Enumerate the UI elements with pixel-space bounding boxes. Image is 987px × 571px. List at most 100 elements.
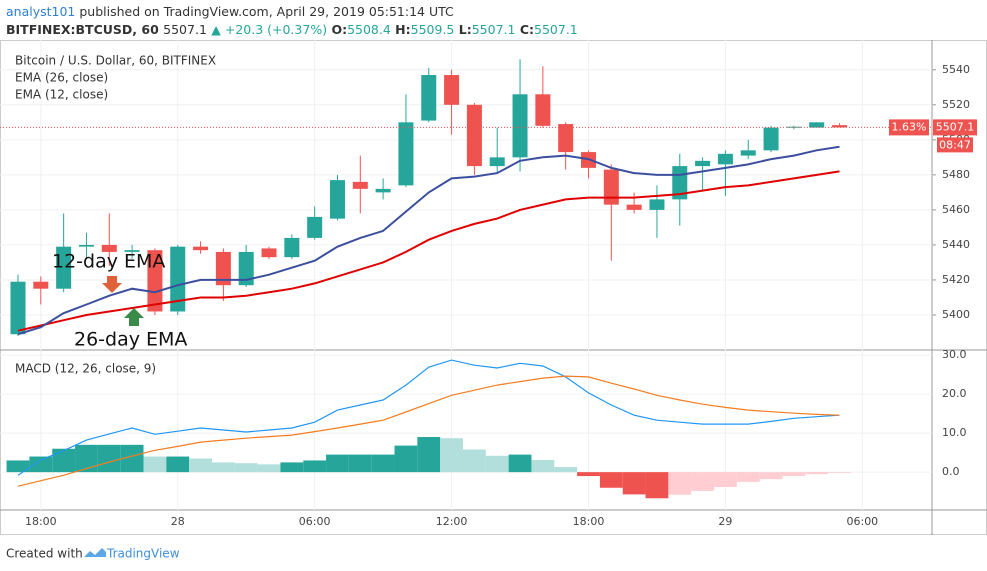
histogram-bar [691,472,715,491]
ohlc-label: L: [459,22,472,37]
timer-tag: 08:47 [939,138,971,151]
histogram-bar [782,472,806,477]
candle-body [717,153,733,165]
histogram-bar [280,462,304,473]
candle-body [398,122,414,186]
candle-body [695,160,711,167]
candle-body [603,169,619,205]
x-tick-label: 06:00 [846,515,878,528]
candle-body [215,251,231,286]
y-tick-label: 5400 [942,308,970,321]
candle-body [33,281,49,289]
candle-body [649,199,665,210]
x-tick-label: 29 [718,515,732,528]
ohlc-value: 5509.5 [411,22,455,37]
histogram-bar [828,472,851,473]
histogram-bar [462,449,486,473]
ohlc-value: 5508.4 [347,22,391,37]
histogram-bar [29,456,53,473]
ohlc-label: H: [395,22,410,37]
y-tick-label: 5440 [942,238,970,251]
annotation: 26-day EMA [74,329,187,351]
candle-body [444,75,460,105]
candle-body [284,237,300,258]
chart-title: Bitcoin / U.S. Dollar, 60, BITFINEX [15,54,216,68]
price-tag-bg [889,119,929,136]
histogram-bar [189,458,212,473]
candle-body [307,216,323,238]
candle-body [626,204,642,210]
ema-line [17,170,840,332]
histogram-bar [485,455,509,473]
ohlc-value: 5507.1 [472,22,516,37]
candle-body [78,244,94,247]
histogram-bar [97,444,121,473]
annotation: 12-day EMA [52,251,165,273]
histogram-bar [805,472,829,475]
x-tick-label: 18:00 [573,515,605,528]
candle-body [101,244,117,252]
candle-body [535,94,551,126]
footer-text: Created with [6,547,83,561]
histogram-bar [348,454,372,473]
y-tick-label: 30.0 [942,348,967,361]
price-tag: 5507.1 [936,120,975,133]
macd-line [17,375,840,487]
ohlc-value: 5507.1 [534,22,578,37]
ohlc-label: C: [520,22,534,37]
histogram-bar [508,454,532,473]
footer-logo [84,548,106,557]
y-tick-label: 5520 [942,98,970,111]
histogram-bar [531,460,555,473]
candle-body [238,251,254,286]
candle-body [489,157,505,167]
x-tick-label: 06:00 [299,515,331,528]
quote-line: BITFINEX:BTCUSD, 60 5507.1 ▲ +20.3 (+0.3… [6,22,578,37]
footer-brand: TradingView [106,547,180,561]
candle-body [375,188,391,193]
candle-body [10,281,26,335]
price-tag-bg [933,119,977,136]
symbol: BITFINEX:BTCUSD, 60 [6,22,159,37]
candle-body [466,104,482,167]
header: analyst101 published on TradingView.com,… [6,4,454,19]
timer-bg [937,137,973,153]
y-tick-label: 5460 [942,203,970,216]
histogram-bar [668,472,692,495]
candle-body [124,250,140,252]
candle-body [740,150,756,156]
histogram-bar [257,464,281,473]
histogram-bar [622,472,646,495]
histogram-bar [75,444,98,473]
histogram-bar [211,462,235,473]
candle-body [512,94,528,158]
histogram-bar [736,472,760,482]
candle-body [147,250,163,312]
candle-body [763,127,779,151]
histogram-bar [143,456,167,473]
x-tick-label: 28 [171,515,185,528]
x-tick-label: 18:00 [25,515,57,528]
y-tick-label: 0.0 [942,465,960,478]
histogram-bar [599,472,623,488]
candle-body [261,248,277,258]
arrow-up [124,308,144,326]
histogram-bar [440,438,463,473]
candle-body [809,122,825,128]
candle-body [558,124,574,153]
histogram-bar [52,448,76,473]
histogram-bar [714,472,737,487]
histogram-bar [166,456,190,473]
candle-body [421,75,437,121]
x-tick-label: 12:00 [436,515,468,528]
histogram-bar [234,463,258,473]
y-tick-label: 5420 [942,273,970,286]
histogram-bar [326,454,349,473]
y-tick-label: 20.0 [942,387,967,400]
histogram-bar [759,472,783,480]
change: ▲ +20.3 (+0.37%) [211,22,327,37]
histogram-bar [303,460,327,473]
author: analyst101 [6,4,75,19]
histogram-bar [6,460,30,473]
